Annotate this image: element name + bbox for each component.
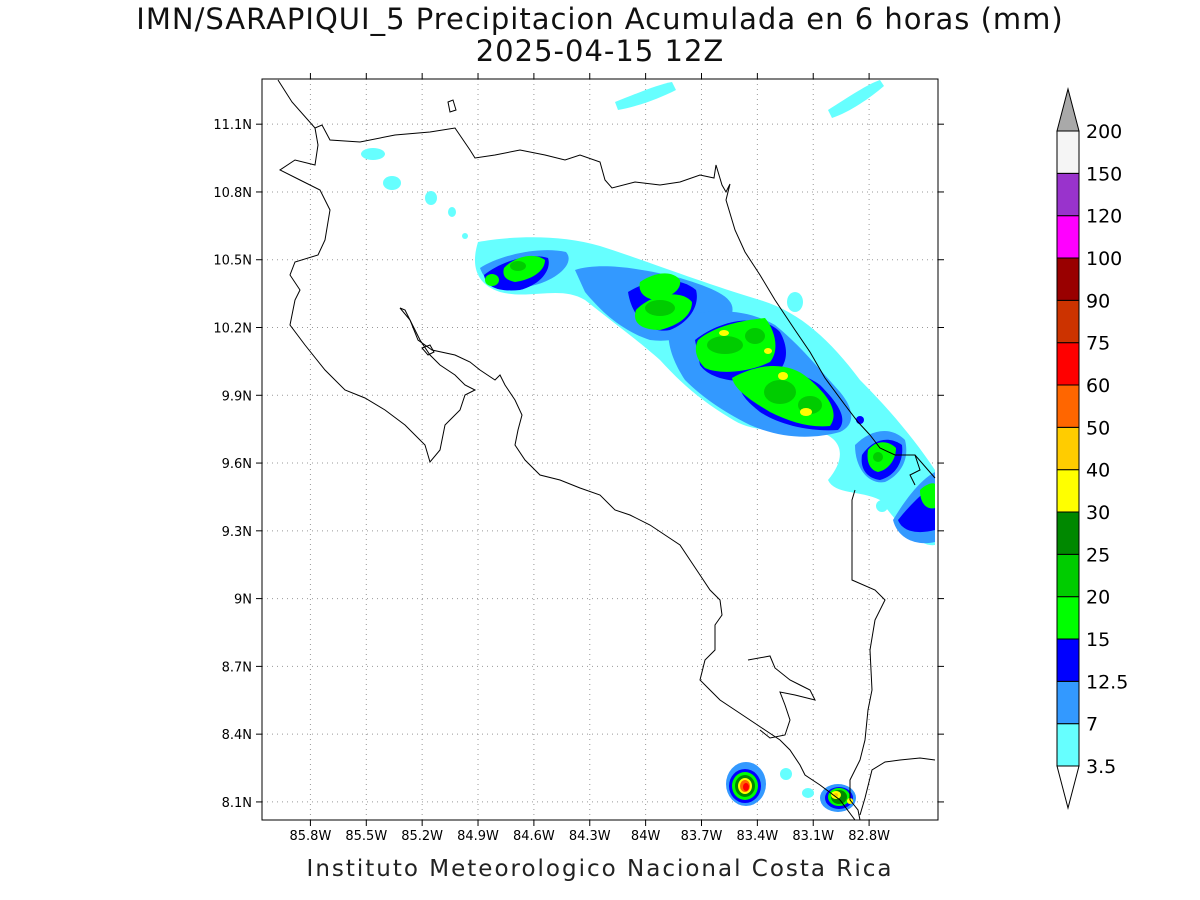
- colorbar-box: [1056, 426, 1080, 471]
- panama-border: [849, 434, 936, 820]
- colorbar-box: [1056, 596, 1080, 640]
- lon-tick-label: 84.6W: [513, 829, 555, 844]
- colorbar-level-label: 90: [1086, 290, 1110, 312]
- lat-tick-label: 9.3N: [222, 525, 252, 540]
- colorbar-level-label: 150: [1086, 163, 1122, 185]
- colorbar-level-label: 15: [1086, 629, 1110, 651]
- colorbar-level-label: 100: [1086, 248, 1122, 270]
- colorbar-box: [1056, 172, 1080, 217]
- lat-tick-label: 10.2N: [213, 322, 252, 337]
- lat-tick-label: 9N: [234, 593, 252, 608]
- lon-tick-label: 84.9W: [457, 829, 499, 844]
- colorbar-level-label: 3.5: [1086, 756, 1116, 778]
- colorbar-box: [1056, 723, 1080, 767]
- precip-band-yellow-orange-red: [719, 330, 853, 804]
- lon-tick-label: 84W: [631, 829, 661, 844]
- lat-tick-label: 9.9N: [222, 389, 252, 404]
- colorbar-box: [1056, 215, 1080, 259]
- lon-tick-label: 83.7W: [681, 829, 723, 844]
- colorbar-level-label: 25: [1086, 544, 1110, 566]
- lat-tick-label: 9.6N: [222, 457, 252, 472]
- panama-caribbean-coast: [909, 454, 921, 486]
- colorbar-level-label: 200: [1086, 121, 1122, 143]
- colorbar-box: [1056, 384, 1080, 428]
- colorbar-over-arrow: [1056, 87, 1080, 132]
- colorbar-level-label: 7: [1086, 714, 1098, 736]
- colorbar-box: [1056, 469, 1080, 513]
- colorbar-box: [1056, 257, 1080, 301]
- lon-tick-label: 85.5W: [345, 829, 387, 844]
- colorbar-box: [1056, 130, 1080, 174]
- colorbar-level-label: 75: [1086, 333, 1110, 355]
- osa-peninsula: [747, 655, 816, 739]
- lat-tick-label: 10.8N: [213, 186, 252, 201]
- lat-tick-label: 8.7N: [222, 660, 252, 675]
- panama-pacific-coast: [859, 757, 936, 816]
- lon-tick-label: 82.8W: [848, 829, 890, 844]
- colorbar-under-arrow: [1056, 765, 1080, 810]
- colorbar-box: [1056, 342, 1080, 386]
- gulf-island: [421, 344, 435, 356]
- coastline-borders: [277, 79, 936, 820]
- lat-tick-label: 8.1N: [222, 796, 252, 811]
- precipitation-field: [361, 80, 935, 812]
- colorbar-box: [1056, 553, 1080, 598]
- lon-tick-label: 84.3W: [569, 829, 611, 844]
- lon-tick-label: 85.8W: [290, 829, 332, 844]
- map-subtitle-date: 2025-04-15 12Z: [475, 34, 725, 68]
- lon-tick-label: 85.2W: [401, 829, 443, 844]
- lat-tick-label: 11.1N: [213, 118, 252, 133]
- colorbar-level-label: 40: [1086, 460, 1110, 482]
- colorbar-level-label: 20: [1086, 587, 1110, 609]
- lon-tick-label: 83.4W: [736, 829, 778, 844]
- colorbar-level-label: 60: [1086, 375, 1110, 397]
- colorbar-level-label: 120: [1086, 206, 1122, 228]
- pacific-coast-nicoya: [279, 127, 477, 464]
- small-island: [447, 99, 457, 113]
- colorbar-box: [1056, 299, 1080, 344]
- lat-lon-gridlines: [262, 79, 938, 820]
- gulf-of-nicoya-coast: [399, 307, 856, 820]
- colorbar-box: [1056, 511, 1080, 555]
- precipitation-colorbar: 3.5 7 12.5 15 20 25 30 40 50 60 75 90 100 120 150 200: [1056, 87, 1128, 810]
- colorbar-box: [1056, 638, 1080, 682]
- map-title: IMN/SARAPIQUI_5 Precipitacion Acumulada …: [136, 2, 1064, 36]
- colorbar-level-label: 30: [1086, 502, 1110, 524]
- map-axes: 85.8W 85.5W 85.2W 84.9W 84.6W 84.3W 84W 83.7W 83…: [213, 73, 944, 844]
- lon-tick-label: 83.1W: [792, 829, 834, 844]
- lat-tick-label: 8.4N: [222, 728, 252, 743]
- colorbar-level-label: 50: [1086, 417, 1110, 439]
- map-frame: [261, 78, 939, 821]
- institution-credit: Instituto Meteorologico Nacional Costa R…: [306, 856, 894, 882]
- nicaragua-border-north-coast: [277, 79, 871, 436]
- precip-band-cyan: [361, 80, 935, 798]
- colorbar-box: [1056, 680, 1080, 725]
- colorbar-level-label: 12.5: [1086, 671, 1128, 693]
- lat-tick-label: 10.5N: [213, 254, 252, 269]
